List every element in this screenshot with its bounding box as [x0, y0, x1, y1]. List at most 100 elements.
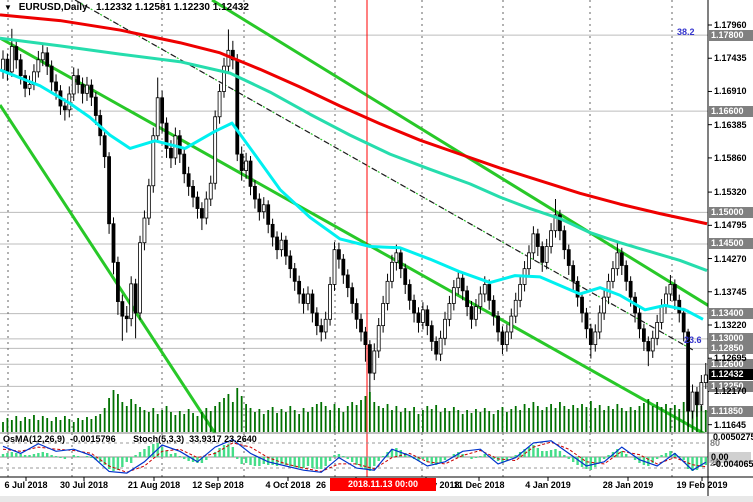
candle-body [469, 306, 474, 320]
candle-body [301, 293, 306, 304]
candle-body [434, 341, 439, 355]
candle-body [177, 135, 182, 155]
candle-body [580, 296, 584, 314]
candle-body [518, 284, 523, 301]
candle-body [54, 81, 58, 92]
candle-body [602, 296, 607, 314]
candle-body [275, 236, 279, 251]
candle-body [646, 341, 651, 352]
candle-body [611, 268, 615, 282]
candle-body [686, 331, 690, 412]
candle-body [146, 185, 151, 219]
candle-body [412, 299, 416, 314]
candle-body [668, 284, 673, 295]
candle-body [394, 252, 399, 263]
candle-body [637, 312, 642, 330]
candle-body [5, 58, 10, 73]
candle-body [230, 49, 235, 61]
candle-body [297, 280, 302, 295]
candle-body [416, 312, 421, 323]
candle-body [310, 293, 315, 314]
candle-body [71, 75, 76, 95]
candle-body [345, 274, 350, 289]
candle-body [116, 261, 120, 302]
candle-body [584, 312, 589, 330]
candle-body [244, 160, 249, 171]
candle-body [624, 265, 629, 282]
candle-body [359, 318, 363, 333]
candle-body [372, 350, 377, 374]
candle-body [314, 312, 319, 327]
candle-body [655, 322, 660, 339]
candle-body [40, 52, 45, 61]
candle-body [248, 160, 253, 187]
candle-body [597, 312, 602, 333]
candle-body [107, 156, 111, 225]
candle-body [323, 318, 328, 333]
candle-body [544, 246, 549, 263]
trendline-channel-lower [0, 36, 707, 433]
candle-body [619, 252, 624, 266]
candle-body [407, 284, 412, 301]
candle-body [703, 374, 708, 383]
candle-body [465, 290, 470, 308]
candle-body [350, 287, 355, 304]
candle-body [164, 122, 169, 149]
candle-body [14, 46, 19, 61]
candle-body [491, 299, 496, 317]
candle-body [204, 198, 209, 219]
candle-body [381, 303, 386, 327]
candle-body [354, 303, 359, 320]
candle-body [699, 382, 704, 406]
candle-body [642, 328, 646, 342]
candle-body [429, 325, 434, 342]
candle-body [235, 59, 240, 155]
candle-body [102, 135, 107, 158]
volume-bars [2, 388, 707, 432]
candle-body [217, 91, 222, 118]
candle-body [270, 223, 275, 238]
candle-body [438, 337, 443, 355]
candle-body [341, 258, 346, 276]
candle-body [261, 204, 266, 213]
candle-body [509, 315, 514, 333]
candle-body [191, 185, 195, 198]
candle-body [222, 65, 226, 92]
candle-body [49, 65, 54, 83]
candle-body [695, 391, 699, 406]
candle-body [18, 59, 23, 77]
candle-body [420, 309, 425, 323]
stoch-main-line [2, 438, 707, 474]
candle-body [283, 239, 288, 257]
candle-body [474, 306, 478, 320]
candle-body [487, 284, 492, 301]
candle-body [690, 391, 695, 412]
candle-body [549, 230, 553, 247]
candle-body [540, 246, 545, 263]
candle-body [182, 153, 187, 175]
candle-body [460, 277, 465, 292]
candle-body [62, 105, 67, 111]
candle-body [398, 252, 403, 270]
candle-body [478, 293, 483, 308]
candlesticks [1, 28, 708, 427]
candle-body [124, 315, 129, 320]
candle-body [9, 46, 14, 73]
candle-body [513, 299, 518, 317]
candle-body [562, 230, 567, 251]
candle-body [500, 331, 505, 346]
fibo-dashed-line [74, 0, 694, 351]
candle-body [288, 255, 293, 270]
candle-body [337, 249, 341, 260]
ma-turquoise-line [0, 36, 708, 272]
candle-body [553, 214, 558, 232]
candle-body [199, 208, 204, 219]
candle-body [593, 331, 598, 346]
candle-body [319, 325, 324, 333]
ma-red-line [0, 13, 708, 226]
candle-body [208, 182, 213, 200]
candle-body [85, 84, 89, 94]
stoch-signal-line [2, 441, 706, 473]
candle-body [681, 312, 686, 333]
